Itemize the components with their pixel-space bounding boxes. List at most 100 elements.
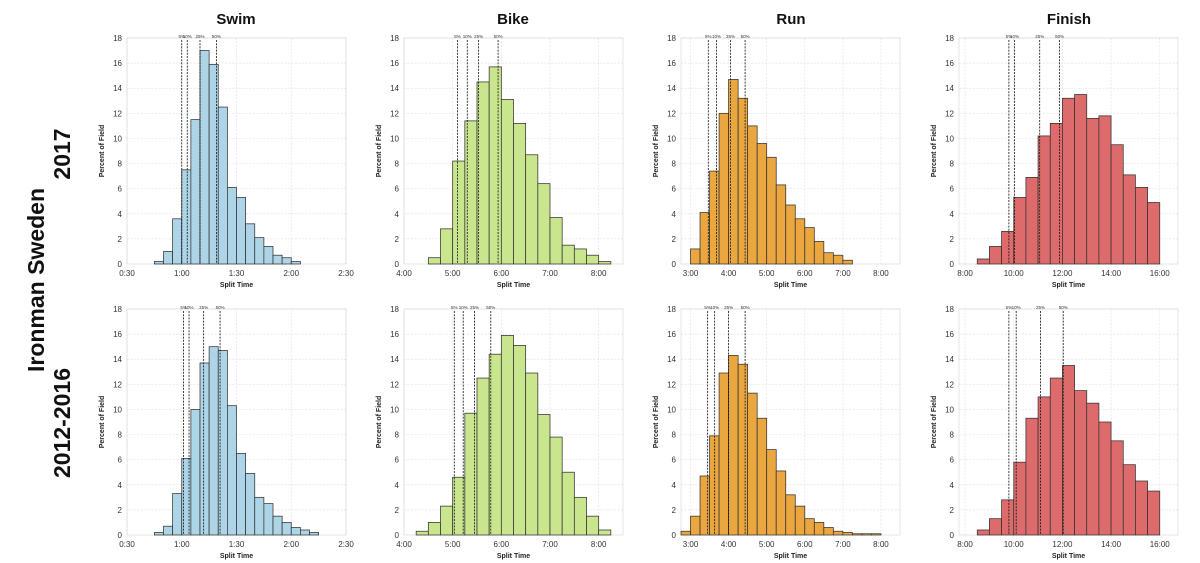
x-tick-label: 3:00: [683, 540, 699, 549]
y-tick-label: 18: [667, 305, 676, 314]
histogram-bar: [1147, 202, 1161, 265]
histogram-bar: [747, 392, 758, 536]
histogram-bar: [199, 362, 210, 536]
histogram-bar: [1025, 176, 1039, 265]
histogram-bar: [842, 532, 853, 536]
percentile-label: 50%: [1059, 305, 1068, 310]
percentile-label: 50%: [1055, 34, 1064, 39]
y-tick-label: 4: [672, 210, 677, 219]
histogram-bar: [1110, 144, 1124, 265]
bars: [154, 50, 301, 265]
histogram-bar: [190, 409, 201, 536]
histogram-bar: [1098, 115, 1112, 265]
column-title-bike: Bike: [497, 11, 529, 28]
bars: [976, 365, 1161, 536]
y-tick-label: 2: [118, 506, 123, 515]
bars: [680, 355, 882, 536]
x-tick-label: 1:00: [174, 540, 190, 549]
y-tick-label: 16: [667, 330, 676, 339]
histogram-bar: [208, 346, 219, 536]
x-axis-title: Split Time: [1052, 282, 1085, 289]
bars: [154, 346, 319, 536]
y-tick-label: 16: [945, 59, 954, 68]
x-tick-label: 1:00: [174, 269, 190, 278]
histogram-bar: [190, 119, 201, 265]
panel-bike-2017: 5% 10% 25% 50% 0 2 4 6 8 10 12 14 16 18 4:00 5:00 6:00 7:…: [376, 34, 624, 289]
column-title-swim: Swim: [216, 11, 255, 28]
histogram-bar: [561, 244, 575, 265]
x-tick-label: 7:00: [835, 269, 851, 278]
row-label-2012-2016: 2012-2016: [49, 368, 75, 478]
histogram-bar: [1074, 94, 1088, 265]
x-tick-label: 2:30: [338, 269, 354, 278]
y-tick-label: 2: [395, 506, 400, 515]
histogram-bar: [1074, 390, 1088, 536]
y-tick-label: 14: [390, 355, 399, 364]
histogram-bar: [832, 530, 844, 536]
x-tick-labels: 8:00 10:00 12:00 14:00 16:00: [957, 540, 1170, 549]
y-tick-label: 4: [950, 210, 955, 219]
panel-run-2017: 5% 10% 25% 50% 0 2 4 6 8 10 12 14 16 18 3:00 4:00 5:00 6:…: [653, 34, 901, 289]
y-tick-label: 18: [113, 305, 122, 314]
y-tick-label: 16: [945, 330, 954, 339]
histogram-bar: [245, 473, 256, 536]
percentile-label: 50%: [494, 34, 503, 39]
x-tick-label: 2:30: [338, 540, 354, 549]
column-title-run: Run: [776, 11, 805, 28]
y-tick-label: 4: [395, 481, 400, 490]
x-tick-label: 7:00: [542, 269, 558, 278]
histogram-bar: [871, 533, 882, 536]
x-tick-label: 14:00: [1101, 540, 1122, 549]
histogram-bar: [690, 248, 701, 265]
y-tick-label: 6: [950, 456, 955, 465]
histogram-bar: [718, 112, 729, 265]
histogram-bar: [598, 261, 612, 265]
x-tick-label: 2:00: [283, 269, 299, 278]
y-axis-title: Percent of Field: [99, 396, 106, 449]
histogram-bar: [537, 414, 551, 536]
y-axis-title: Percent of Field: [931, 125, 938, 178]
histogram-bar: [1062, 97, 1075, 265]
percentile-label: 25%: [470, 305, 479, 310]
x-tick-label: 5:00: [759, 269, 775, 278]
histogram-bar: [452, 160, 466, 265]
percentile-label: 25%: [1035, 34, 1044, 39]
y-tick-label: 0: [950, 260, 955, 269]
histogram-bar: [181, 169, 192, 265]
x-tick-label: 5:00: [445, 540, 461, 549]
y-tick-label: 2: [672, 235, 677, 244]
histogram-bar: [440, 505, 454, 536]
histogram-bar: [525, 154, 539, 265]
histogram-bar: [154, 532, 164, 536]
histogram-bar: [794, 505, 806, 536]
y-tick-label: 4: [118, 210, 123, 219]
histogram-bar: [488, 66, 502, 265]
y-tick-label: 10: [113, 134, 122, 143]
x-tick-label: 8:00: [957, 540, 973, 549]
x-tick-label: 8:00: [873, 269, 889, 278]
histogram-bar: [728, 355, 739, 536]
x-tick-label: 5:00: [445, 269, 461, 278]
percentile-label: 5%: [454, 34, 461, 39]
percentile-label: 5%: [704, 305, 711, 310]
histogram-bar: [427, 257, 441, 265]
histogram-bar: [976, 258, 990, 265]
histogram-bar: [1135, 187, 1148, 265]
x-tick-label: 14:00: [1101, 269, 1122, 278]
y-tick-label: 0: [118, 531, 123, 540]
y-tick-label: 12: [667, 380, 676, 389]
y-tick-label: 16: [113, 59, 122, 68]
histogram-bar: [1098, 421, 1112, 536]
percentile-markers: 5%10%25% 50%: [451, 305, 495, 535]
x-tick-label: 4:00: [721, 269, 737, 278]
y-tick-label: 2: [672, 506, 677, 515]
histogram-bar: [1037, 396, 1051, 536]
y-tick-label: 4: [672, 481, 677, 490]
y-tick-label: 18: [390, 305, 399, 314]
histogram-bar: [181, 458, 192, 536]
percentile-label: 10%: [1012, 305, 1021, 310]
y-tick-label: 0: [118, 260, 123, 269]
histogram-bar: [756, 143, 768, 265]
histogram-bar: [680, 530, 691, 536]
percentile-label: 25%: [1036, 305, 1045, 310]
